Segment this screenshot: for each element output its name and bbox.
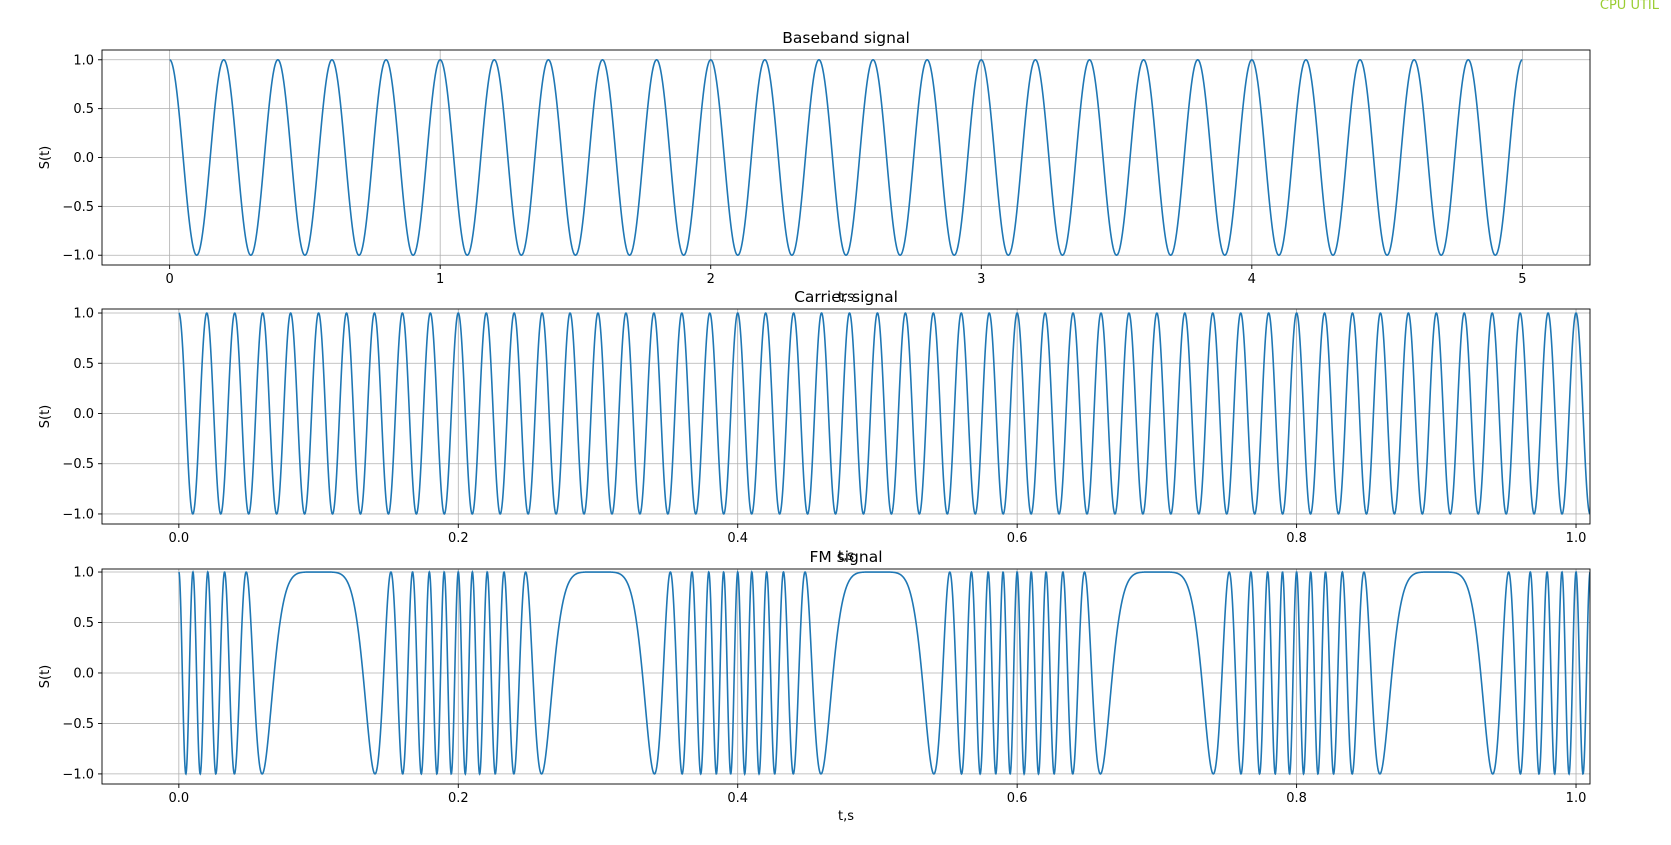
x-tick-label: 0.2 (448, 791, 469, 806)
chart-panel-1: 0.0 0.2 0.4 0.6 0.8 1.0 1.0 0.5 0.0 −0.5 −1.0 Carri… (38, 288, 1591, 564)
x-tick-label: 5 (1518, 272, 1526, 287)
y-tick-label: 1.0 (73, 53, 94, 68)
axes-frame (101, 308, 1591, 525)
y-tick-label: 0.5 (73, 616, 94, 631)
x-axis-label: t,s (838, 290, 854, 305)
x-tick-label: 0.4 (727, 791, 748, 806)
x-tick-label: 2 (707, 272, 715, 287)
y-tick-label: −1.0 (62, 249, 94, 264)
y-tick-label: −0.5 (62, 200, 94, 215)
x-tick-label: 0 (165, 272, 173, 287)
series-line (178, 570, 1590, 776)
cpu-util-overlay: CPU UTIL (1599, 0, 1659, 13)
chart-panel-0: 0 1 2 3 4 5 1.0 0.5 0.0 −0.5 −1.0 Baseband signal t,… (38, 29, 1591, 305)
x-axis-label: t,s (838, 809, 854, 824)
y-tick-label: 0.0 (73, 151, 94, 166)
y-tick-label: 0.0 (73, 666, 94, 681)
y-tick-label: 1.0 (73, 307, 94, 322)
series-line (169, 58, 1523, 257)
y-tick-label: 1.0 (73, 566, 94, 581)
x-tick-label: 0.0 (169, 531, 190, 546)
y-tick-label: 0.0 (73, 407, 94, 422)
y-tick-label: −1.0 (62, 507, 94, 522)
chart-title: FM signal (809, 548, 882, 566)
x-tick-label: 4 (1248, 272, 1256, 287)
x-tick-label: 1.0 (1566, 791, 1587, 806)
x-axis-label: t,s (838, 549, 854, 564)
x-tick-label: 0.4 (727, 531, 748, 546)
x-tick-label: 3 (977, 272, 985, 287)
x-tick-label: 0.2 (448, 531, 469, 546)
chart-title: Carrier signal (794, 288, 898, 306)
x-tick-label: 0.6 (1007, 531, 1028, 546)
x-tick-label: 0.6 (1007, 791, 1028, 806)
y-axis-label: S(t) (38, 665, 53, 689)
y-tick-label: −1.0 (62, 767, 94, 782)
x-tick-label: 0.8 (1286, 791, 1307, 806)
y-tick-label: 0.5 (73, 357, 94, 372)
chart-title: Baseband signal (782, 29, 910, 47)
y-tick-label: 0.5 (73, 102, 94, 117)
x-tick-label: 0.8 (1286, 531, 1307, 546)
y-axis-label: S(t) (38, 405, 53, 429)
series-line (178, 312, 1590, 515)
x-tick-label: 1.0 (1566, 531, 1587, 546)
x-tick-label: 1 (436, 272, 444, 287)
axes-frame (101, 568, 1591, 785)
y-tick-label: −0.5 (62, 717, 94, 732)
y-axis-label: S(t) (38, 146, 53, 170)
chart-panel-2: 0.0 0.2 0.4 0.6 0.8 1.0 1.0 0.5 0.0 −0.5 −1.0 FM si… (38, 548, 1591, 824)
y-tick-label: −0.5 (62, 457, 94, 472)
x-tick-label: 0.0 (169, 791, 190, 806)
